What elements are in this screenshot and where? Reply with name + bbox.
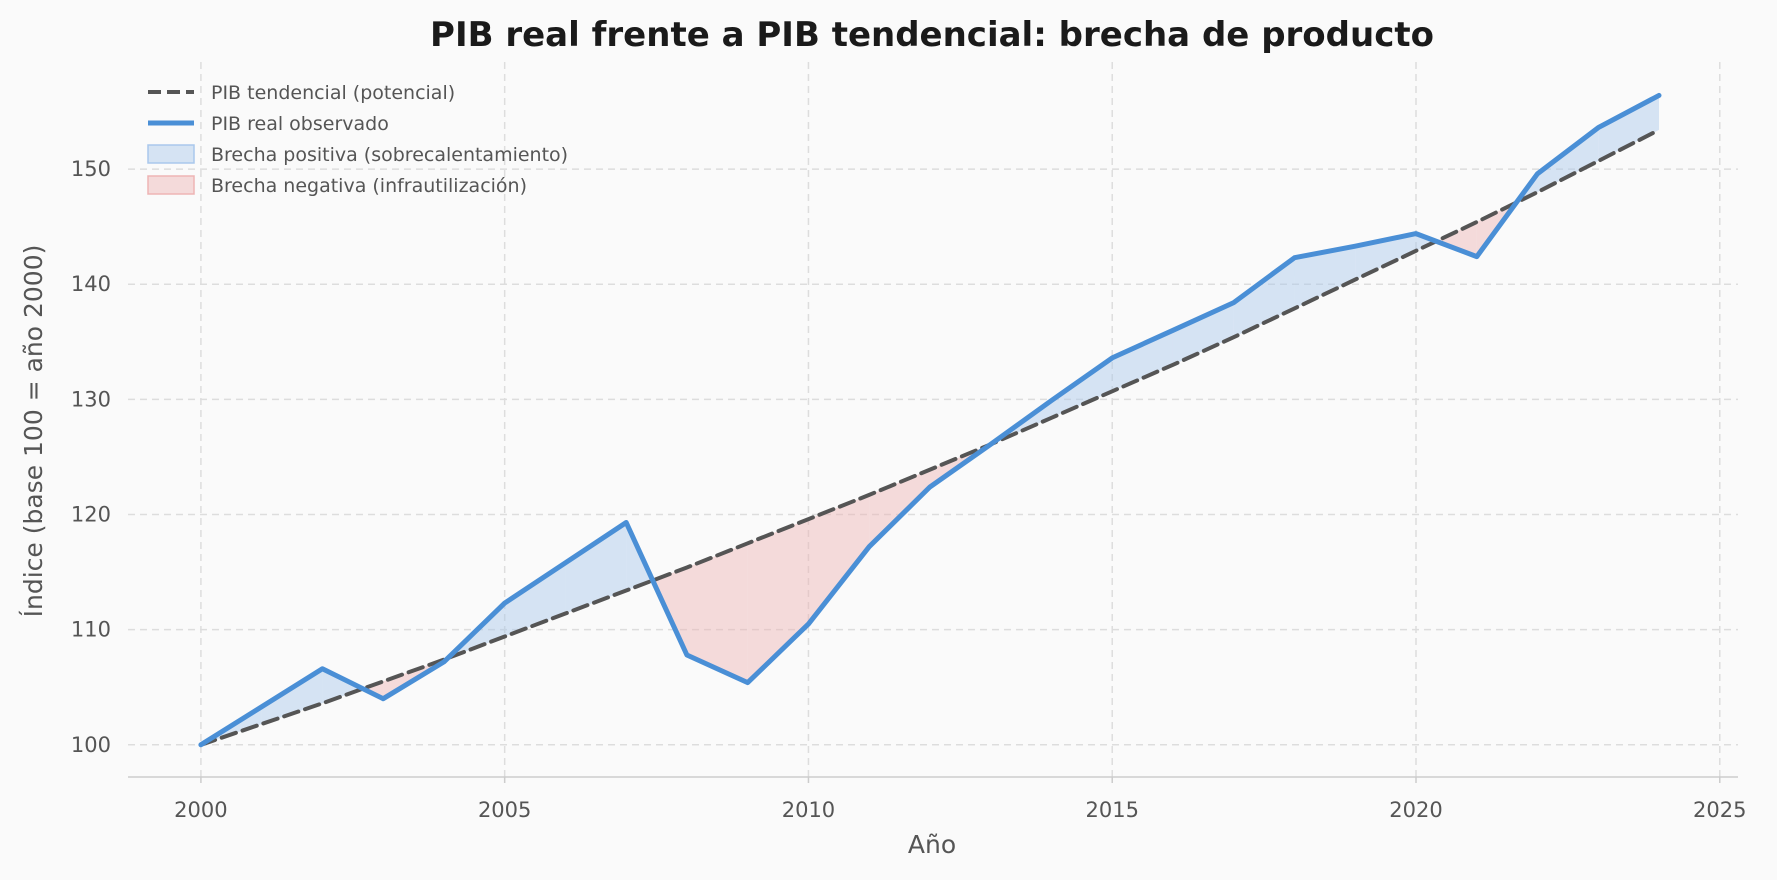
positive-gap-area <box>1112 330 1173 392</box>
negative-gap-area <box>686 543 748 683</box>
positive-gap-area <box>504 562 566 637</box>
positive-gap-area <box>1172 302 1234 365</box>
negative-gap-area <box>747 519 809 683</box>
real-gdp-line <box>198 92 1662 748</box>
trend-gdp-line <box>198 127 1661 747</box>
positive-gap-area <box>322 668 363 704</box>
negative-gap-area <box>808 494 870 624</box>
positive-gap-area <box>1051 357 1113 418</box>
legend-label: PIB tendencial (potencial) <box>211 82 455 104</box>
series-lines <box>198 92 1662 748</box>
positive-gap-area <box>565 522 627 614</box>
y-tick-label: 130 <box>71 387 111 411</box>
legend-positive-swatch <box>147 144 195 164</box>
grid <box>128 62 1738 783</box>
y-axis-label: Índice (base 100 = año 2000) <box>19 245 48 618</box>
chart-title: PIB real frente a PIB tendencial: brecha… <box>430 15 1434 55</box>
y-tick-label: 120 <box>71 502 111 526</box>
y-tick-label: 110 <box>71 618 111 642</box>
legend-label: Brecha positiva (sobrecalentamiento) <box>211 144 568 166</box>
y-tick-label: 140 <box>71 272 111 296</box>
legend-label: Brecha negativa (infrautilización) <box>211 175 527 197</box>
legend: PIB tendencial (potencial) PIB real obser… <box>147 82 568 197</box>
positive-gap-area <box>1598 95 1660 162</box>
x-tick-label: 2000 <box>174 798 227 822</box>
negative-gap-area <box>1436 222 1477 257</box>
positive-gap-area <box>1294 246 1356 309</box>
positive-gap-area <box>1537 127 1599 193</box>
positive-gap-area <box>261 668 323 725</box>
legend-negative-swatch <box>147 175 195 195</box>
y-tick-label: 100 <box>71 733 111 757</box>
positive-gap-area <box>1233 257 1295 338</box>
x-tick-label: 2015 <box>1085 798 1138 822</box>
x-tick-label: 2020 <box>1389 798 1442 822</box>
y-tick-label: 150 <box>71 157 111 181</box>
x-tick-label: 2005 <box>478 798 531 822</box>
x-tick-label: 2010 <box>782 798 835 822</box>
x-tick-label: 2025 <box>1693 798 1746 822</box>
x-axis-label: Año <box>908 830 956 859</box>
legend-label: PIB real observado <box>211 113 389 135</box>
tick-labels: 2000 2005 2010 2015 2020 2025 100 110 120 130 140 1… <box>71 157 1747 822</box>
